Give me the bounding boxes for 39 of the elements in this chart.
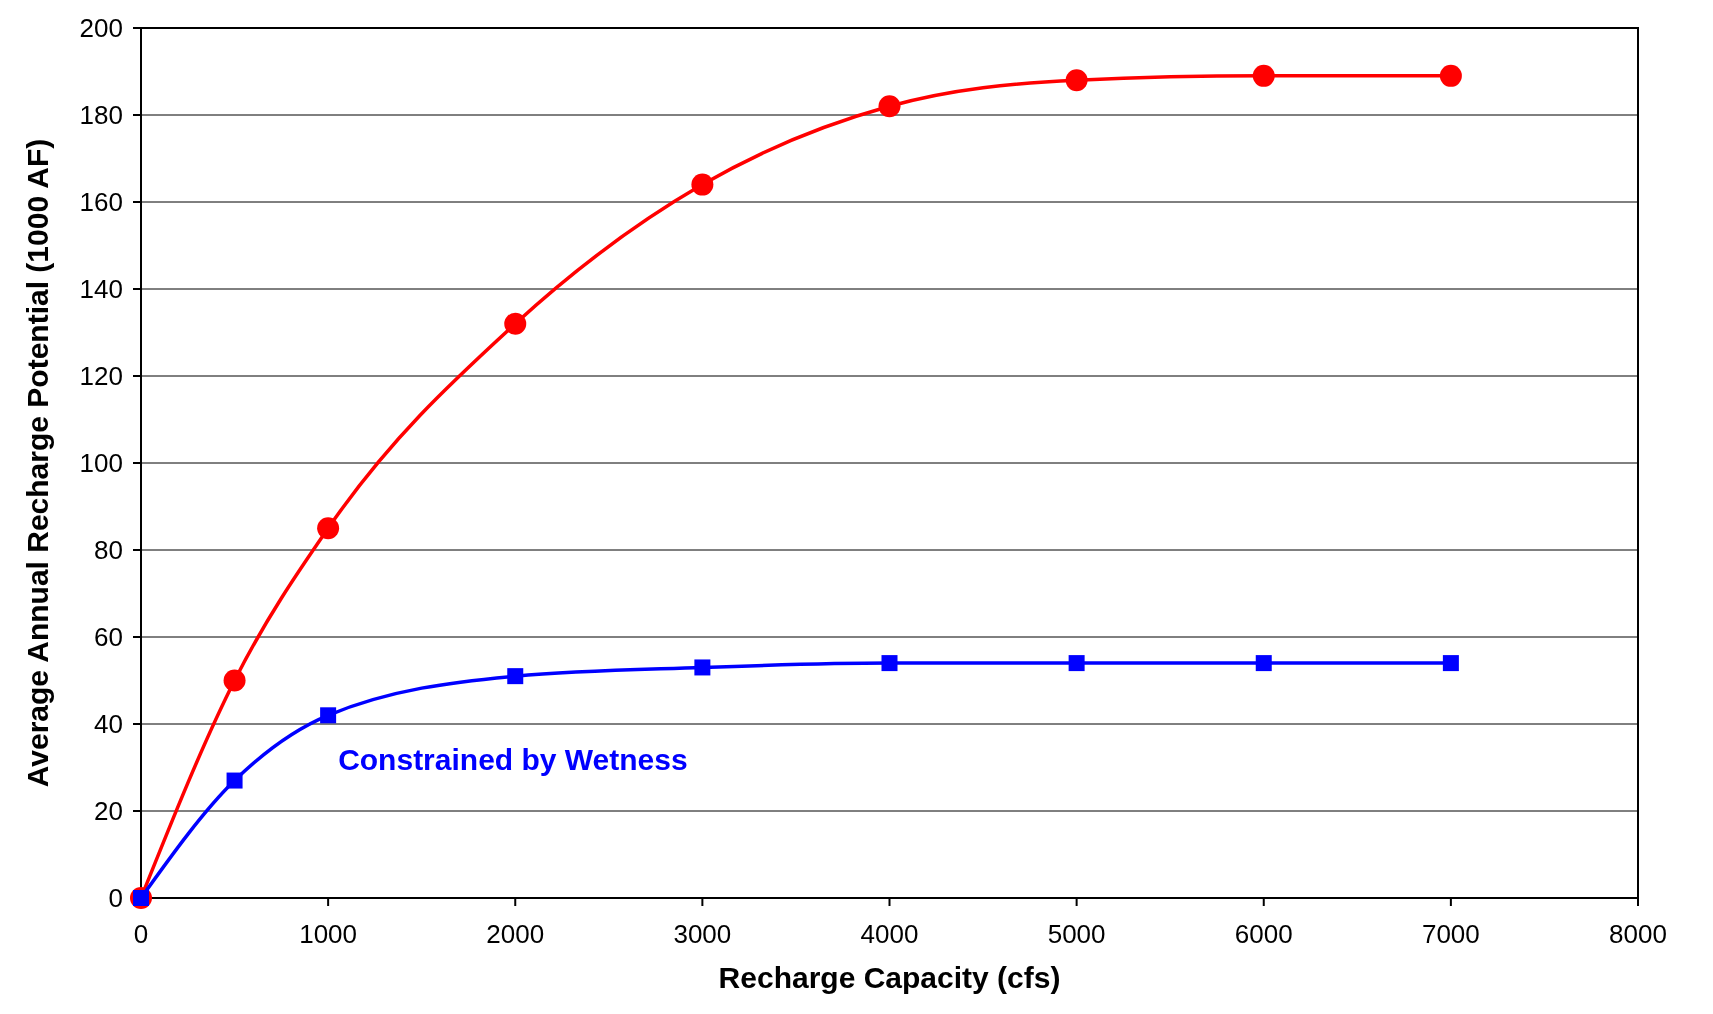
point [504,312,527,335]
y-tick-label: 160 [79,187,123,218]
x-axis-title: Recharge Capacity (cfs) [718,961,1061,994]
x-tick-label: 1000 [299,919,358,949]
point [1068,655,1085,672]
point [1442,655,1459,672]
point [317,517,340,540]
x-tick-label: 0 [133,919,149,949]
point [1252,64,1275,87]
y-tick-label: 80 [94,535,123,566]
series-label: Constrained by Wetness [338,743,688,777]
point [507,668,524,685]
x-tick-label: 6000 [1234,919,1293,949]
x-tick-label: 3000 [673,919,732,949]
x-tick-label: 5000 [1047,919,1106,949]
point [1255,655,1272,672]
point [1065,69,1088,92]
point [878,95,901,118]
y-tick-label: 100 [79,448,123,479]
y-tick-label: 20 [94,796,123,827]
point [320,707,337,724]
point [694,659,711,676]
y-axis-title: Average Annual Recharge Potential (1000 AF) [21,138,54,788]
y-tick-label: 200 [79,13,123,44]
point [226,772,243,789]
x-tick-label: 7000 [1421,919,1480,949]
x-tick-label: 2000 [486,919,545,949]
y-tick-label: 140 [79,274,123,305]
y-tick-label: 180 [79,100,123,131]
y-tick-label: 0 [108,883,123,914]
point [691,173,714,196]
x-tick-label: 4000 [860,919,919,949]
point [1439,64,1462,87]
y-tick-label: 40 [94,709,123,740]
point [223,669,246,692]
y-tick-label: 120 [79,361,123,392]
y-tick-label: 60 [94,622,123,653]
x-tick-label: 8000 [1609,919,1667,949]
point [881,655,898,672]
